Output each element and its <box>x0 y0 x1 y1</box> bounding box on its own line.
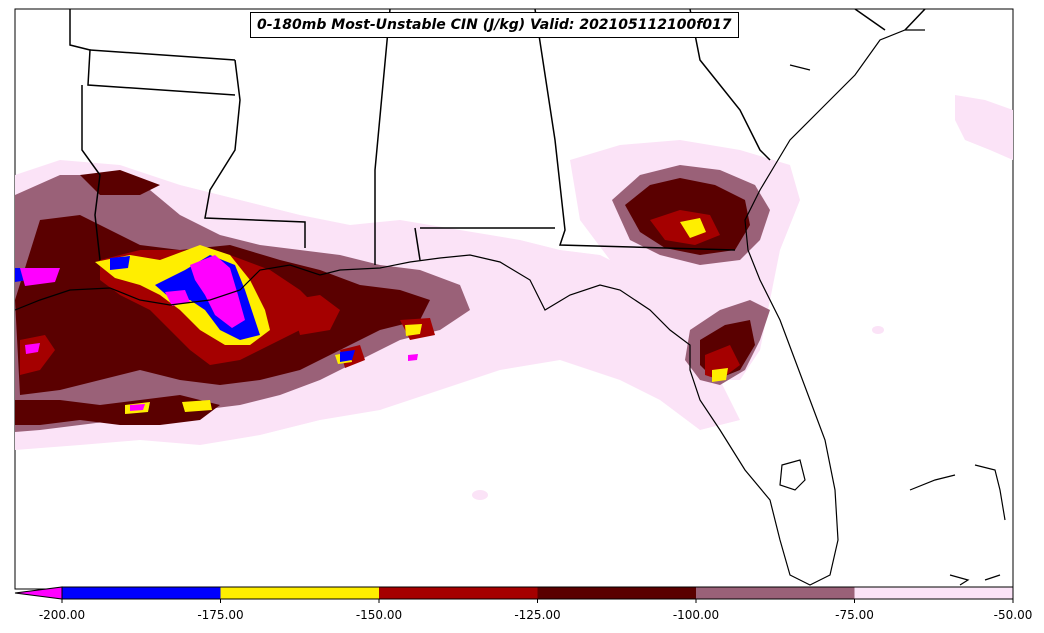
cin-contour-magenta <box>20 255 418 411</box>
colorbar-tick-label: -150.00 <box>355 608 403 622</box>
colorbar-bin <box>854 587 1013 599</box>
colorbar-tick-label: -125.00 <box>514 608 561 622</box>
colorbar-bins <box>61 587 1014 603</box>
colorbar-tick-label: -175.00 <box>197 608 244 622</box>
map-title: 0-180mb Most-Unstable CIN (J/kg) Valid: … <box>250 12 739 38</box>
colorbar-bin <box>379 587 538 599</box>
state-boundaries <box>69 9 926 265</box>
colorbar-tick-label: -100.00 <box>672 608 720 622</box>
colorbar-bin <box>537 587 696 599</box>
coastlines <box>15 29 1006 586</box>
colorbar-bin <box>220 587 379 599</box>
colorbar <box>14 586 1014 603</box>
colorbar-tick-label: -200.00 <box>38 608 86 622</box>
colorbar-tick-label: -50.00 <box>993 608 1033 622</box>
colorbar-outline <box>61 586 1014 600</box>
colorbar-tick-label: -75.00 <box>835 608 874 622</box>
colorbar-bin <box>62 587 221 599</box>
colorbar-bin <box>696 587 855 599</box>
